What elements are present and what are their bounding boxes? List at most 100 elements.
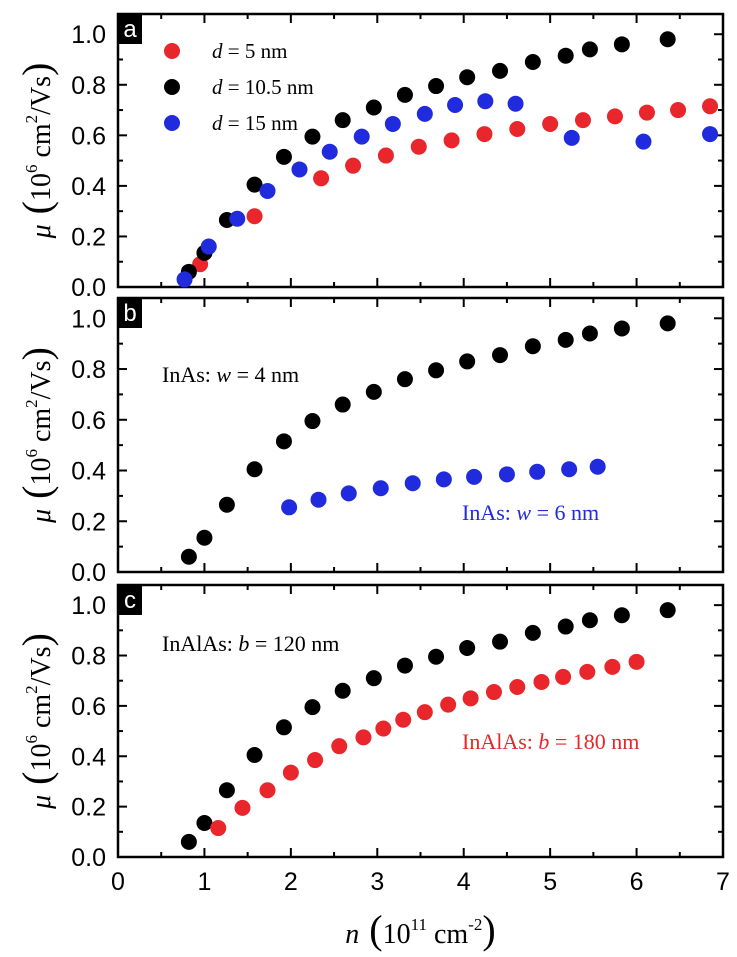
series-3 <box>176 93 719 288</box>
data-point <box>659 602 676 619</box>
data-point <box>462 690 479 707</box>
data-point <box>210 820 227 837</box>
data-point <box>459 639 476 656</box>
data-point <box>574 112 591 129</box>
data-point <box>702 126 719 143</box>
data-point <box>507 95 524 112</box>
data-point <box>334 112 351 129</box>
data-point <box>334 396 351 413</box>
panel-label: c <box>124 587 136 614</box>
data-point <box>345 157 362 174</box>
data-point <box>557 331 574 348</box>
panel-label-badge <box>118 298 142 328</box>
y-axis-title: μ (106 cm2/Vs) <box>14 63 59 240</box>
x-tick-label: 6 <box>630 868 644 896</box>
legend-label: d = 10.5 nm <box>212 75 314 99</box>
series-annotation: InAs: w = 6 nm <box>462 500 599 525</box>
data-point <box>304 128 321 145</box>
data-point <box>291 161 308 178</box>
data-point <box>579 663 596 680</box>
series-1 <box>180 602 676 850</box>
data-point <box>498 466 515 483</box>
data-point <box>218 496 235 513</box>
data-point <box>353 128 370 145</box>
data-point <box>304 699 321 716</box>
data-point <box>375 720 392 737</box>
x-tick-label: 2 <box>284 868 298 896</box>
plot-frame <box>116 296 725 574</box>
panel-c: 0.0 0.2 0.4 0.6 0.8 1.0 c μ (106 cm2/Vs) InAlAs:… <box>14 583 725 872</box>
data-point <box>581 41 598 58</box>
data-point <box>404 475 421 492</box>
data-point <box>613 320 630 337</box>
data-point <box>466 468 483 485</box>
y-tick-label: 1.0 <box>71 305 106 333</box>
data-point <box>396 371 413 388</box>
data-point <box>200 238 217 255</box>
data-point <box>246 208 263 225</box>
data-point <box>492 633 509 650</box>
data-point <box>443 132 460 149</box>
x-tick-label: 4 <box>457 868 471 896</box>
data-point <box>459 353 476 370</box>
panel-label: a <box>123 16 137 43</box>
data-point <box>589 458 606 475</box>
y-tick-label: 0.6 <box>71 122 106 150</box>
data-point <box>435 471 452 488</box>
data-point <box>533 673 550 690</box>
legend-label: d = 15 nm <box>212 111 298 135</box>
data-point <box>196 815 213 831</box>
data-point <box>542 115 559 132</box>
data-point <box>180 548 197 565</box>
data-point <box>384 115 401 132</box>
legend-marker <box>164 79 180 95</box>
data-point <box>307 752 324 769</box>
data-point <box>365 670 382 687</box>
data-point <box>581 325 598 342</box>
data-point <box>340 485 357 502</box>
data-point <box>447 97 464 113</box>
data-point <box>529 463 546 480</box>
data-point <box>606 108 623 125</box>
data-point <box>492 62 509 79</box>
data-point <box>524 338 541 355</box>
panel-label-badge <box>118 14 142 44</box>
x-tick-label: 0 <box>111 868 125 896</box>
data-point <box>259 782 276 799</box>
data-point <box>372 480 389 497</box>
data-point <box>702 98 719 115</box>
data-point <box>218 782 235 799</box>
data-point <box>659 315 676 332</box>
data-point <box>416 105 433 122</box>
data-point <box>563 129 580 146</box>
y-tick-label: 0.6 <box>71 693 106 721</box>
y-tick-label: 0.6 <box>71 407 106 435</box>
data-point <box>281 499 298 516</box>
data-point <box>581 612 598 629</box>
data-point <box>365 383 382 400</box>
series-2 <box>180 31 676 280</box>
data-point <box>396 86 413 103</box>
data-point <box>355 729 372 746</box>
y-tick-label: 0.4 <box>71 743 106 771</box>
data-point <box>557 618 574 635</box>
data-point <box>321 143 338 160</box>
data-point <box>229 210 246 227</box>
y-tick-label: 0.0 <box>71 559 106 587</box>
data-point <box>509 679 526 695</box>
data-point <box>659 31 676 48</box>
data-point <box>561 461 578 478</box>
plot-frame <box>116 583 725 859</box>
data-point <box>196 529 213 546</box>
panel-label: b <box>123 300 136 327</box>
data-point <box>310 491 327 508</box>
series-1 <box>192 98 719 273</box>
data-point <box>613 36 630 53</box>
x-tick-label: 1 <box>197 868 211 896</box>
data-point <box>396 657 413 674</box>
data-point <box>313 170 330 187</box>
series-annotation: InAlAs: b = 180 nm <box>462 729 639 754</box>
data-point <box>416 704 433 721</box>
